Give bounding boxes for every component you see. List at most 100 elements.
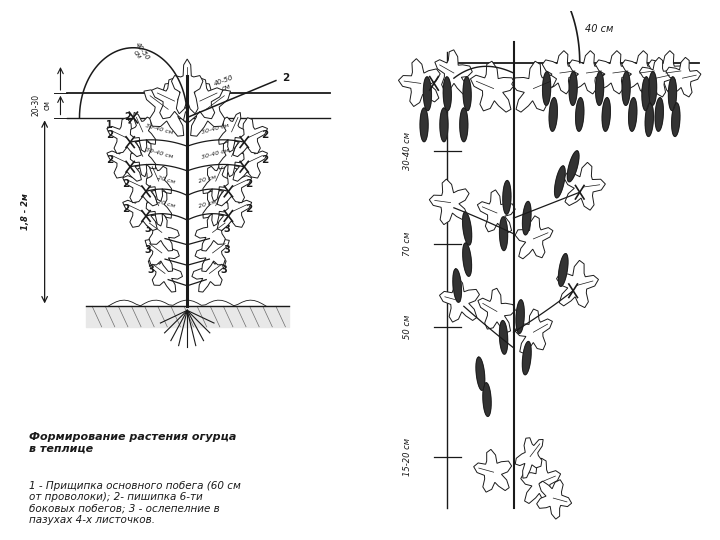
- Text: 2: 2: [261, 154, 269, 165]
- Text: 30-40 см: 30-40 см: [403, 132, 412, 170]
- Text: 20 см: 20 см: [199, 174, 217, 184]
- Text: 3: 3: [148, 266, 154, 275]
- Text: Формирование растения огурца
в теплице: Формирование растения огурца в теплице: [29, 432, 236, 454]
- Polygon shape: [192, 255, 226, 292]
- Text: 15-20 см: 15-20 см: [403, 437, 412, 476]
- Polygon shape: [203, 161, 228, 201]
- Polygon shape: [181, 83, 230, 136]
- Polygon shape: [444, 77, 451, 111]
- Text: 2: 2: [106, 154, 113, 165]
- Polygon shape: [602, 98, 611, 131]
- Polygon shape: [521, 458, 561, 503]
- Polygon shape: [515, 309, 552, 354]
- Text: 2: 2: [246, 204, 253, 214]
- Polygon shape: [523, 201, 531, 235]
- Polygon shape: [642, 77, 650, 111]
- Text: 2: 2: [106, 130, 113, 140]
- Polygon shape: [429, 179, 469, 225]
- Polygon shape: [595, 72, 603, 105]
- Polygon shape: [477, 190, 516, 233]
- Text: 3: 3: [144, 245, 151, 255]
- Polygon shape: [483, 383, 491, 416]
- Polygon shape: [515, 216, 553, 259]
- Polygon shape: [146, 186, 171, 226]
- Polygon shape: [122, 192, 162, 231]
- Text: 70 см: 70 см: [403, 232, 412, 256]
- Text: 30-40 см: 30-40 см: [202, 147, 230, 159]
- Polygon shape: [569, 72, 577, 105]
- Text: 3: 3: [220, 266, 227, 275]
- Polygon shape: [648, 51, 686, 94]
- Polygon shape: [130, 112, 156, 152]
- Polygon shape: [453, 269, 462, 302]
- Text: 1: 1: [107, 120, 113, 130]
- Text: 30-40 см: 30-40 см: [202, 123, 230, 135]
- Polygon shape: [219, 112, 244, 152]
- Text: 2: 2: [122, 179, 129, 190]
- Polygon shape: [523, 341, 531, 375]
- Polygon shape: [203, 186, 228, 226]
- Polygon shape: [122, 167, 162, 206]
- Polygon shape: [478, 288, 516, 333]
- Polygon shape: [178, 78, 223, 123]
- Text: 20 см: 20 см: [199, 199, 217, 209]
- Polygon shape: [146, 161, 171, 201]
- Polygon shape: [516, 300, 524, 333]
- Polygon shape: [228, 143, 268, 181]
- Polygon shape: [195, 214, 230, 251]
- Polygon shape: [439, 277, 480, 322]
- Polygon shape: [463, 212, 472, 245]
- Polygon shape: [569, 51, 606, 94]
- Polygon shape: [212, 167, 252, 206]
- Polygon shape: [151, 78, 197, 123]
- Polygon shape: [463, 243, 472, 276]
- Text: 2: 2: [124, 112, 130, 122]
- Polygon shape: [554, 166, 565, 198]
- Polygon shape: [474, 449, 512, 492]
- Text: 30-40 см: 30-40 см: [144, 147, 173, 159]
- Polygon shape: [463, 77, 471, 111]
- Polygon shape: [567, 151, 579, 182]
- Polygon shape: [564, 163, 606, 210]
- Polygon shape: [512, 61, 557, 112]
- Polygon shape: [470, 61, 516, 112]
- Polygon shape: [622, 72, 630, 105]
- Polygon shape: [668, 77, 677, 111]
- Text: 40 см: 40 см: [585, 24, 614, 33]
- Polygon shape: [420, 108, 428, 141]
- Polygon shape: [516, 438, 543, 478]
- Polygon shape: [645, 103, 653, 137]
- Polygon shape: [148, 255, 182, 292]
- Polygon shape: [144, 83, 194, 136]
- Polygon shape: [576, 98, 584, 131]
- Text: 2: 2: [282, 72, 289, 83]
- Polygon shape: [195, 235, 230, 272]
- Polygon shape: [559, 254, 568, 286]
- Polygon shape: [557, 260, 598, 308]
- Polygon shape: [500, 321, 508, 354]
- Polygon shape: [672, 103, 680, 137]
- Text: 1,8 - 2м: 1,8 - 2м: [21, 193, 30, 231]
- Polygon shape: [500, 217, 508, 251]
- Text: 30-40 см: 30-40 см: [144, 123, 173, 135]
- Polygon shape: [629, 98, 636, 131]
- Polygon shape: [543, 72, 551, 105]
- Polygon shape: [212, 192, 252, 231]
- Polygon shape: [476, 357, 485, 390]
- Polygon shape: [398, 59, 440, 106]
- Polygon shape: [460, 108, 468, 141]
- Polygon shape: [649, 72, 657, 105]
- Polygon shape: [107, 118, 146, 157]
- Text: 1 - Прищипка основного побега (60 см
от проволоки); 2- пишипка 6-ти
боковых побе: 1 - Прищипка основного побега (60 см от …: [29, 481, 240, 525]
- Polygon shape: [107, 143, 146, 181]
- Polygon shape: [595, 51, 633, 94]
- Polygon shape: [423, 77, 431, 111]
- Text: 3: 3: [144, 225, 151, 234]
- Text: 3: 3: [223, 225, 230, 234]
- Polygon shape: [145, 235, 179, 272]
- Text: 2: 2: [261, 130, 269, 140]
- Polygon shape: [666, 57, 701, 97]
- Text: 20 см: 20 см: [157, 174, 176, 184]
- Polygon shape: [542, 51, 580, 94]
- Polygon shape: [435, 50, 472, 94]
